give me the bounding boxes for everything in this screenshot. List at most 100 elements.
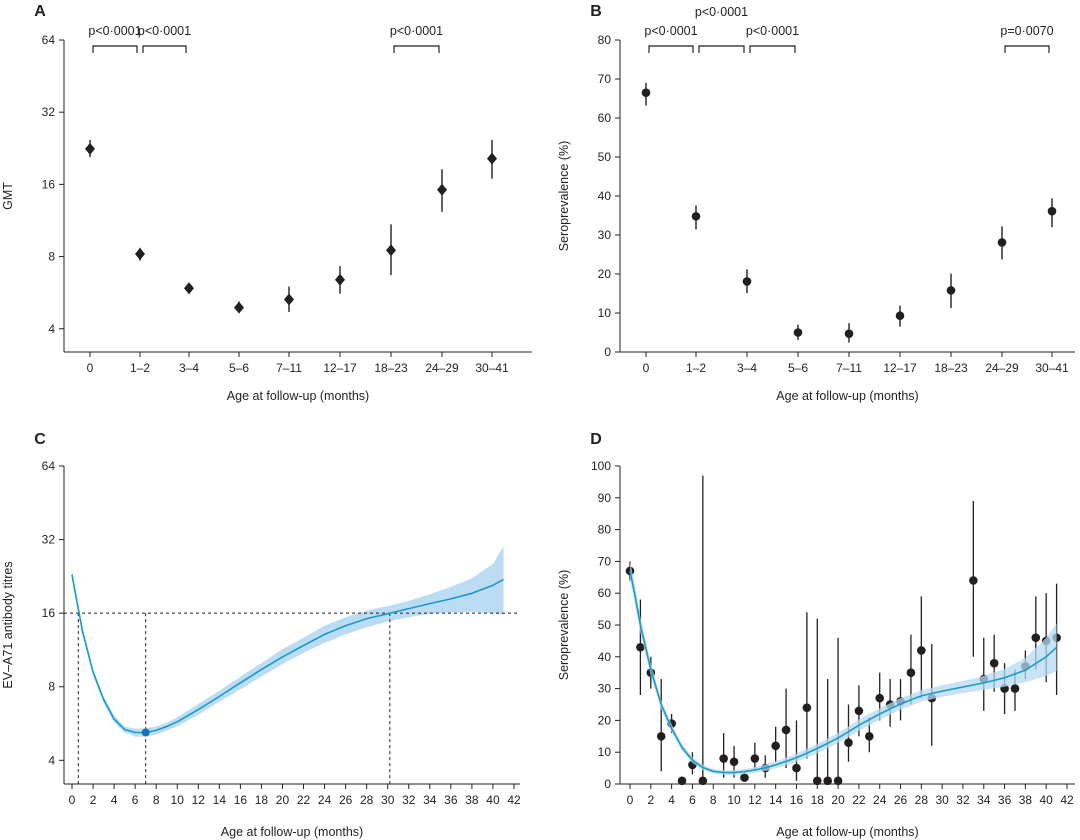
x-tick-label: 38 [465,793,479,807]
significance-bracket [698,45,745,53]
data-point [802,703,812,712]
x-tick-label: 18 [255,793,269,807]
x-tick-label: 18–23 [374,361,408,375]
x-tick-label: 12 [748,793,762,807]
x-tick-label: 18 [811,793,825,807]
y-axis-label: GMT [1,182,15,210]
panel-b: 0 10 20 30 40 50 60 70 80 B Age at follow-up (mont… [557,3,1075,403]
y-tick-label: 0 [604,345,611,359]
x-axis-label: Age at follow-up (months) [221,825,363,839]
x-tick-label: 24 [318,793,332,807]
data-point [1031,633,1041,643]
x-tick-label: 24–29 [985,361,1019,375]
data-point [771,741,780,751]
x-tick-label: 36 [444,793,458,807]
y-tick-label: 50 [598,150,612,164]
y-tick-label: 80 [598,523,612,537]
panel-letter: A [34,3,46,20]
x-tick-label: 10 [727,793,741,807]
y-tick-label: 60 [598,586,612,600]
x-tick-label: 7–11 [836,361,862,375]
x-tick-label: 28 [915,793,929,807]
data-point-diamond [386,244,396,257]
x-tick-label: 0 [627,793,634,807]
x-tick-label: 4 [111,793,118,807]
minimum-point [141,728,150,737]
y-tick-label: 32 [42,533,56,547]
y-tick-label: 32 [42,105,56,119]
p-value-label: p=0·0070 [1000,24,1053,38]
x-tick-label: 2 [647,793,654,807]
significance-bracket [393,45,440,53]
data-point [656,732,666,741]
y-tick-label: 40 [598,650,612,664]
p-value-label: p<0·0001 [138,24,191,38]
x-tick-label: 14 [213,793,227,807]
x-tick-label: 12–17 [883,361,917,375]
x-tick-label: 7–11 [276,361,302,375]
panel-letter: D [590,431,602,448]
x-tick-label: 30 [381,793,395,807]
x-tick-label: 30 [935,793,949,807]
data-point [636,642,645,652]
x-tick-label: 1–2 [686,361,706,375]
p-value-label: p<0·0001 [88,24,141,38]
x-tick-label: 30–41 [475,361,509,375]
data-point [750,754,760,763]
data-point-diamond [234,301,244,314]
data-point [729,757,739,767]
data-point-diamond [487,152,497,165]
y-tick-label: 50 [598,618,612,632]
panel-a: 4 8 16 32 64 A Age at follow-up (months) GMT 0 1–… [1,3,532,403]
data-point [677,776,687,786]
y-tick-label: 60 [598,111,612,125]
x-tick-label: 40 [486,793,500,807]
data-point [946,286,956,295]
significance-bracket [749,45,796,53]
x-tick-label: 24–29 [425,361,459,375]
data-point [844,329,854,338]
x-tick-label: 8 [153,793,160,807]
data-point-diamond [184,282,194,295]
x-tick-label: 16 [234,793,248,807]
p-value-label: p<0·0001 [746,24,799,38]
significance-bracket [92,45,138,53]
data-point [719,754,728,763]
p-value-label: p<0·0001 [644,24,697,38]
data-point [969,576,978,585]
data-point [906,668,916,677]
y-tick-label: 80 [598,33,612,47]
x-tick-label: 26 [339,793,353,807]
x-tick-label: 28 [360,793,374,807]
y-tick-label: 20 [598,713,612,727]
y-tick-label: 30 [598,228,612,242]
x-tick-label: 36 [998,793,1012,807]
x-tick-label: 3–4 [179,361,199,375]
panel-letter: B [590,3,602,20]
y-tick-label: 90 [598,491,612,505]
y-axis-label: EV–A71 antibody titres [1,561,15,688]
data-point [740,773,749,782]
y-tick-label: 20 [598,267,612,281]
panel-letter: C [34,431,46,448]
data-point [1047,206,1057,216]
data-point [844,738,853,747]
x-tick-label: 2 [90,793,97,807]
data-point [781,725,791,735]
confidence-band [630,561,1057,776]
x-tick-label: 26 [894,793,908,807]
x-axis-label: Age at follow-up (months) [227,389,369,403]
x-tick-label: 6 [689,793,696,807]
x-tick-label: 0 [87,361,94,375]
x-axis-label: Age at follow-up (months) [776,825,918,839]
significance-bracket [142,45,187,53]
x-tick-label: 0 [643,361,650,375]
x-tick-label: 3–4 [737,361,757,375]
x-tick-label: 30–41 [1035,361,1069,375]
y-tick-label: 8 [48,680,55,694]
x-tick-label: 8 [710,793,717,807]
y-tick-label: 10 [598,745,612,759]
fitted-curve [629,570,1058,774]
